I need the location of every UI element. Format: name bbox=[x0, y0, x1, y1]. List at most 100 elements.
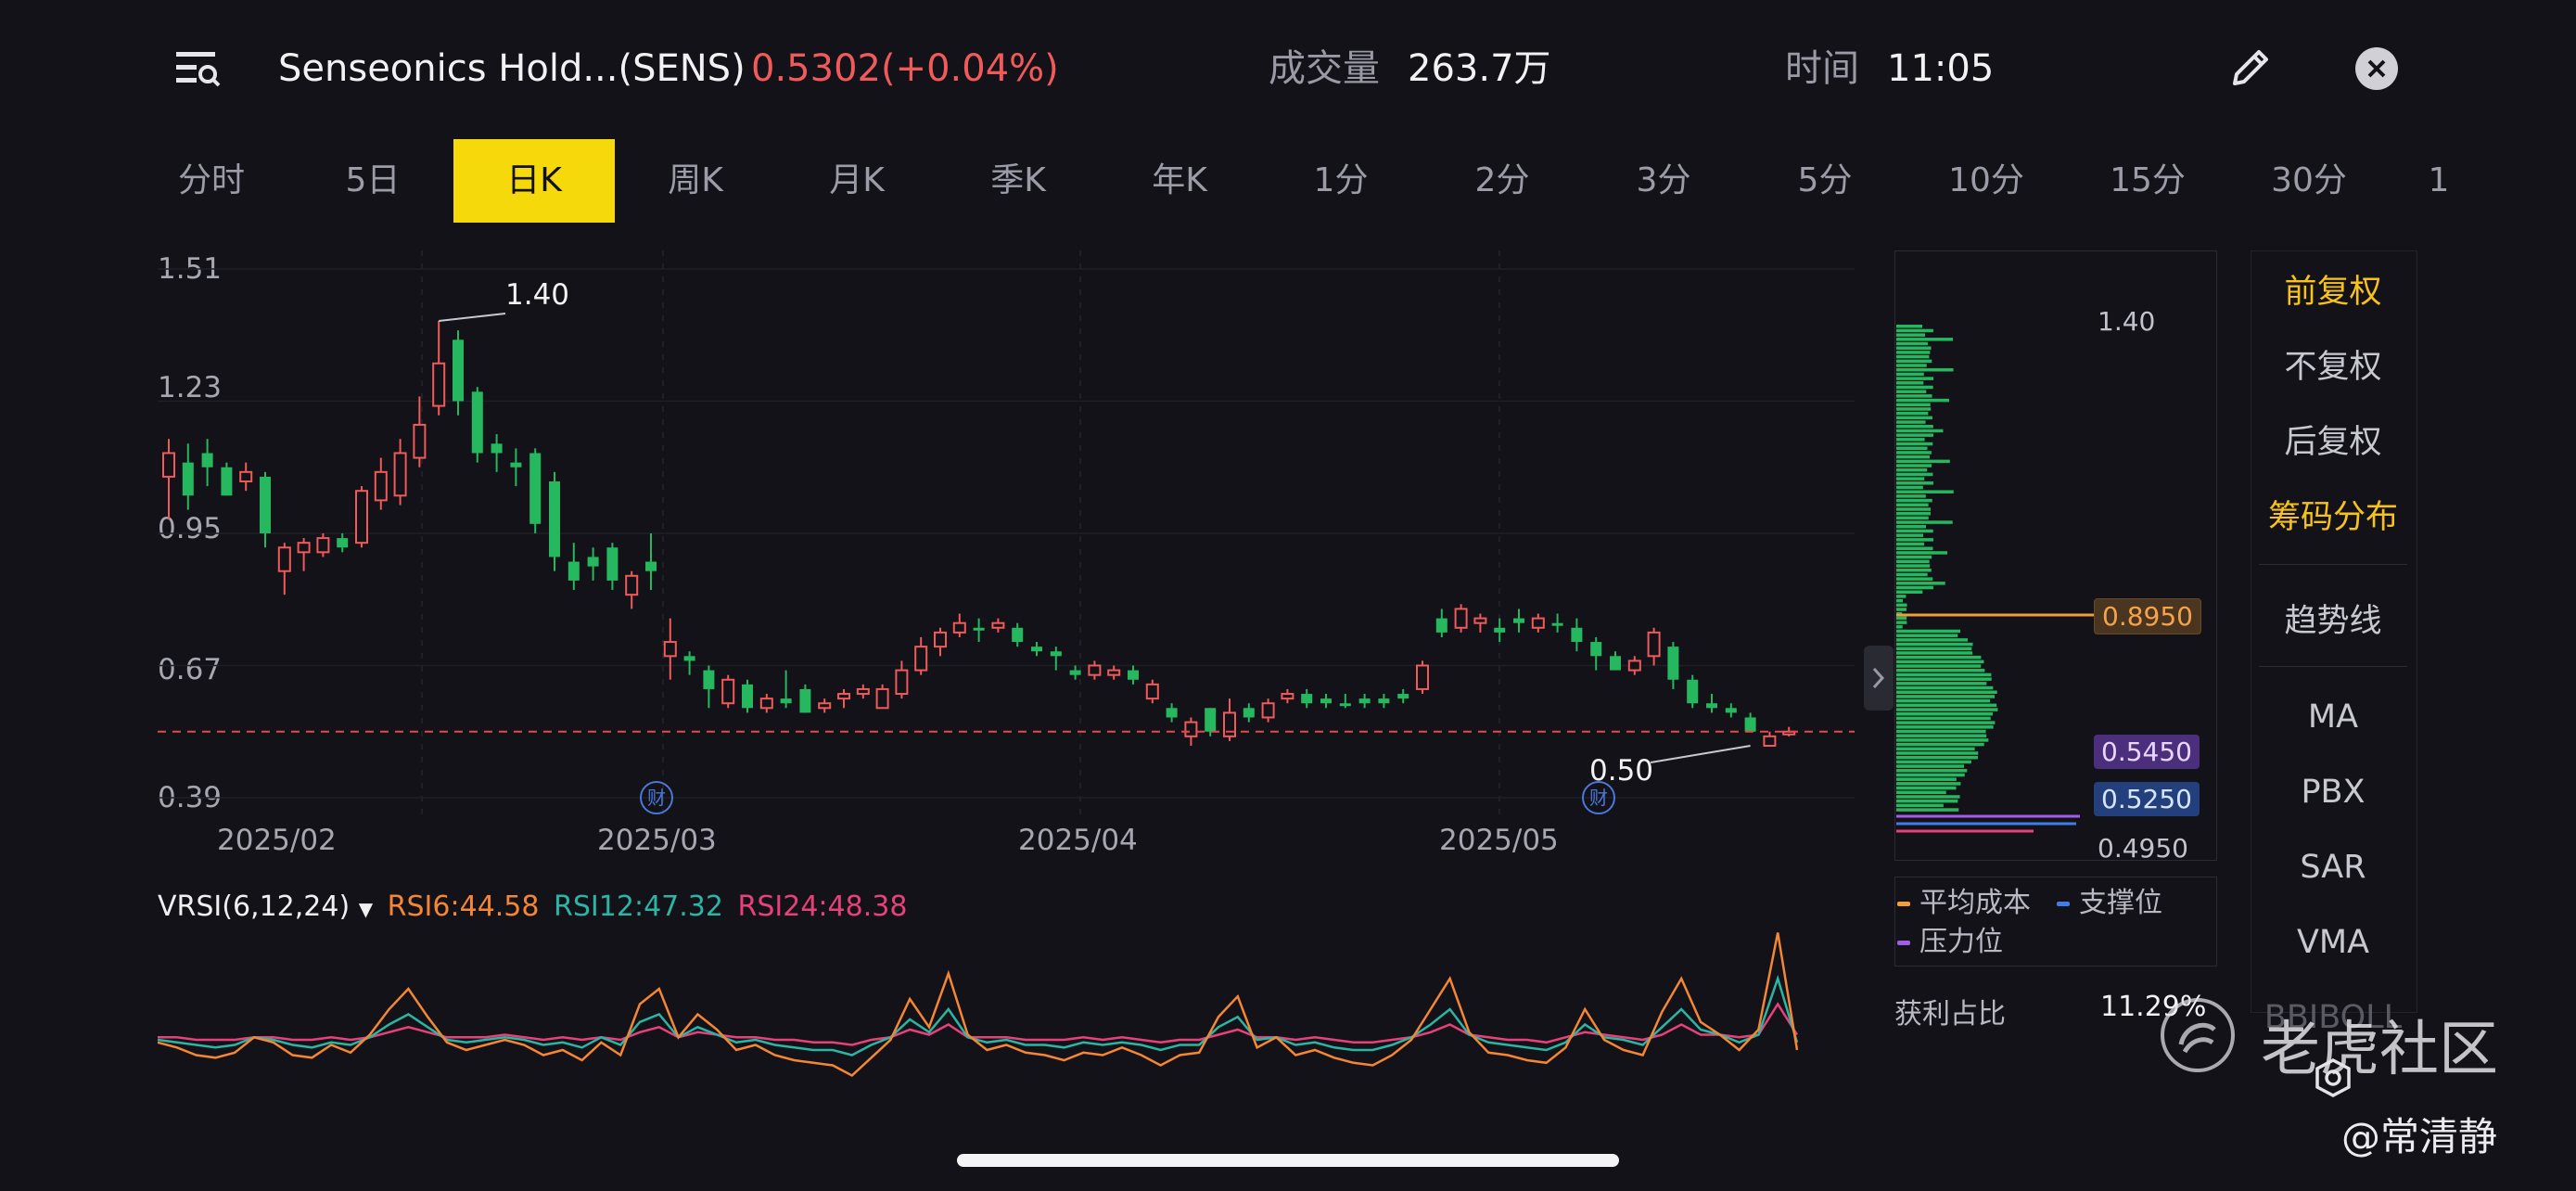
candlestick-chart[interactable] bbox=[0, 0, 1873, 835]
menu-ma[interactable]: MA bbox=[2307, 698, 2359, 736]
candle-body bbox=[1184, 721, 1198, 737]
menu-backward-adjust[interactable]: 后复权 bbox=[2284, 424, 2382, 461]
chip-bottom-label: 0.4950 bbox=[2098, 833, 2188, 864]
tab-30min[interactable]: 30分 bbox=[2271, 161, 2347, 199]
tab-quarterly-k[interactable]: 季K bbox=[990, 161, 1046, 199]
chip-bar bbox=[1896, 477, 1925, 480]
chip-bar bbox=[1896, 338, 1954, 341]
rsi24-value: RSI24:48.38 bbox=[737, 890, 908, 923]
chip-bar bbox=[1896, 485, 1923, 490]
rsi24-line bbox=[158, 1002, 1799, 1046]
tab-monthly-k[interactable]: 月K bbox=[829, 161, 885, 199]
chip-bar bbox=[1896, 595, 1906, 598]
candle-body bbox=[260, 476, 271, 533]
indicator-name[interactable]: VRSI(6,12,24) bbox=[158, 890, 351, 923]
chip-bar bbox=[1896, 642, 1973, 647]
chip-bar bbox=[1896, 755, 1978, 760]
chip-bar bbox=[1896, 403, 1931, 407]
vrsi-indicator-chart[interactable] bbox=[0, 918, 1873, 1095]
candle-body bbox=[1590, 642, 1602, 657]
close-icon[interactable] bbox=[2355, 47, 2398, 90]
chip-bar bbox=[1896, 398, 1950, 403]
edit-pencil-icon[interactable] bbox=[2227, 45, 2274, 91]
chip-bar bbox=[1896, 451, 1932, 455]
chip-bar bbox=[1896, 407, 1932, 411]
chip-bar bbox=[1896, 664, 1982, 668]
high-annotation: 1.40 bbox=[505, 278, 570, 312]
rsi6-line bbox=[157, 932, 1799, 1078]
menu-sar[interactable]: SAR bbox=[2300, 849, 2366, 886]
chip-bar bbox=[1896, 467, 1928, 472]
candle-body bbox=[683, 656, 695, 661]
chip-bar bbox=[1896, 367, 1954, 372]
tab-5day[interactable]: 5日 bbox=[345, 161, 401, 199]
candle-body bbox=[1551, 622, 1563, 626]
tab-yearly-k[interactable]: 年K bbox=[1152, 161, 1207, 199]
candle-body bbox=[759, 698, 773, 710]
chip-bar bbox=[1896, 569, 1932, 572]
earnings-marker-icon[interactable]: 财 bbox=[640, 781, 673, 814]
menu-trendline[interactable]: 趋势线 bbox=[2284, 603, 2382, 640]
legend-pressure: 压力位 bbox=[1897, 918, 2003, 959]
x-tick-label: 2025/04 bbox=[1018, 824, 1138, 857]
watermark-user: @常清静 bbox=[2341, 1114, 2498, 1159]
tab-1min[interactable]: 1分 bbox=[1313, 161, 1369, 199]
candle-body bbox=[914, 646, 928, 672]
chip-bar bbox=[1896, 690, 1997, 694]
chip-bar bbox=[1896, 608, 1906, 611]
chip-bar bbox=[1896, 416, 1932, 420]
candle-body bbox=[201, 453, 213, 467]
candle-body bbox=[1647, 631, 1661, 658]
candle-body bbox=[337, 538, 349, 548]
tab-2min[interactable]: 2分 bbox=[1474, 161, 1530, 199]
panel-toggle-chevron-icon[interactable] bbox=[1864, 646, 1894, 711]
menu-no-adjust[interactable]: 不复权 bbox=[2284, 349, 2382, 386]
x-tick-label: 2025/05 bbox=[1439, 824, 1559, 857]
tab-5min[interactable]: 5分 bbox=[1797, 161, 1853, 199]
candle-body bbox=[1320, 698, 1332, 704]
chip-bar bbox=[1896, 808, 1959, 812]
tab-weekly-k[interactable]: 周K bbox=[668, 161, 723, 199]
chip-bar bbox=[1896, 629, 1961, 634]
tab-15min[interactable]: 15分 bbox=[2110, 161, 2186, 199]
candle-body bbox=[952, 621, 966, 634]
indicator-header: VRSI(6,12,24) ▼ RSI6:44.58 RSI12:47.32 R… bbox=[158, 890, 907, 923]
chip-bar bbox=[1896, 747, 1975, 751]
chip-bar bbox=[1896, 582, 1945, 585]
menu-search-icon[interactable] bbox=[174, 46, 221, 93]
chip-bar bbox=[1896, 511, 1931, 516]
menu-pbx[interactable]: PBX bbox=[2301, 774, 2366, 811]
chip-bar bbox=[1896, 481, 1933, 485]
menu-vma[interactable]: VMA bbox=[2296, 924, 2370, 961]
candle-body bbox=[934, 631, 947, 648]
chip-bar bbox=[1896, 651, 1973, 655]
menu-forward-adjust[interactable]: 前复权 bbox=[2284, 274, 2382, 311]
tab-more[interactable]: 1 bbox=[2428, 161, 2450, 199]
tab-10min[interactable]: 10分 bbox=[1948, 161, 2024, 199]
candle-body bbox=[799, 688, 811, 713]
tab-3min[interactable]: 3分 bbox=[1636, 161, 1691, 199]
chip-bar bbox=[1896, 516, 1929, 520]
menu-bbiboll[interactable]: BBIBOLL bbox=[2264, 999, 2403, 1036]
candle-body bbox=[1050, 651, 1062, 657]
menu-chip-distribution[interactable]: 筹码分布 bbox=[2267, 499, 2398, 536]
home-indicator[interactable] bbox=[957, 1154, 1619, 1167]
candle-body bbox=[1243, 708, 1255, 718]
candle-body bbox=[1012, 627, 1024, 643]
tab-daily-k[interactable]: 日K bbox=[453, 139, 615, 223]
chip-bar bbox=[1896, 381, 1924, 385]
candle-body bbox=[1358, 698, 1371, 704]
earnings-marker-icon[interactable]: 财 bbox=[1582, 781, 1615, 814]
candle-body bbox=[606, 547, 618, 581]
legend-support: 支撑位 bbox=[2057, 879, 2162, 920]
candle-body bbox=[818, 702, 832, 710]
tab-fenshi[interactable]: 分时 bbox=[177, 161, 245, 199]
candle-body bbox=[1513, 618, 1524, 623]
candle-body bbox=[413, 423, 427, 459]
candle-body bbox=[221, 467, 233, 496]
menu-divider bbox=[2259, 564, 2407, 565]
chip-bar bbox=[1896, 572, 1928, 577]
dropdown-caret-icon[interactable]: ▼ bbox=[358, 898, 374, 920]
stock-name: Senseonics Hold...(SENS) bbox=[278, 47, 746, 90]
candle-body bbox=[432, 362, 446, 407]
